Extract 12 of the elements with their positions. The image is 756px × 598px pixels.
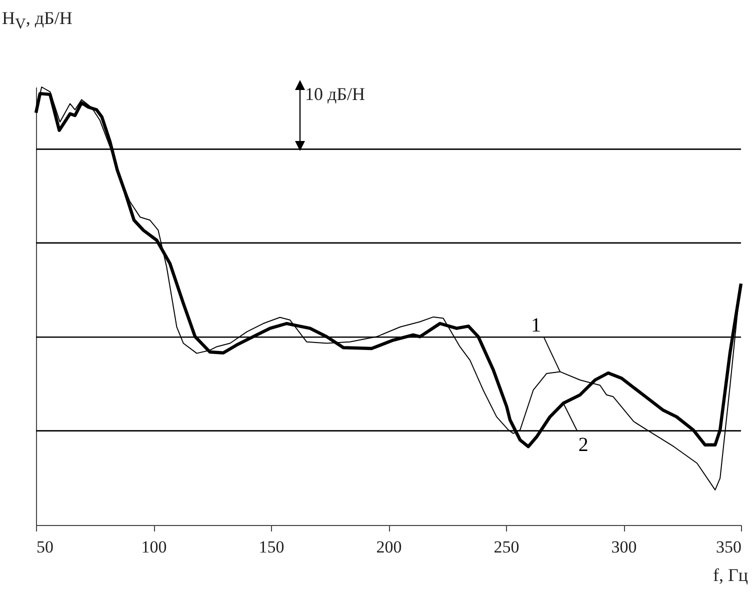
x-tick-label: 300 — [611, 538, 637, 556]
x-tick-label: 250 — [494, 538, 520, 556]
series-label: 1 — [531, 314, 542, 337]
y-axis-title: H$_{V}$, дБ/Н — [2, 8, 72, 34]
legend-label: 2 — [578, 434, 588, 456]
x-tick-label: 200 — [376, 538, 402, 556]
x-tick-label: 50 — [36, 538, 54, 556]
x-tick-label: 150 — [258, 538, 284, 556]
x-tick-label: 350 — [716, 538, 742, 556]
x-axis-title: f, Гц — [712, 565, 748, 586]
x-tick-label: 100 — [141, 538, 167, 556]
annotation: 10 дБ/Н — [305, 84, 365, 105]
